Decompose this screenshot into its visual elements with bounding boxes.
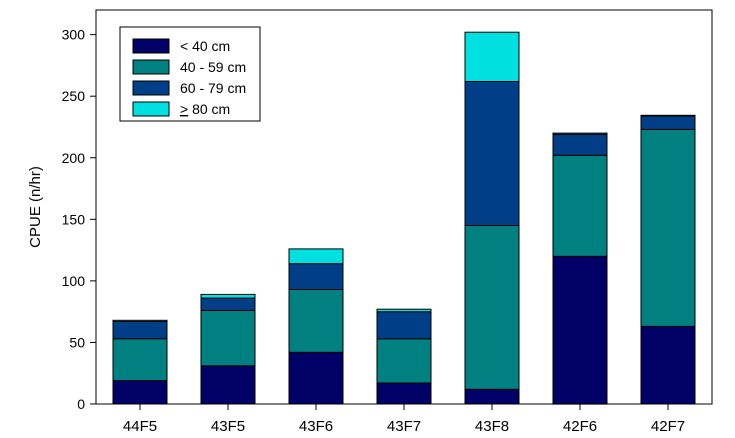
legend-entry-text: 80 cm [188,101,230,117]
bar-segment-42F7-s0 [640,325,696,405]
legend-entry-symbol: > [180,101,188,117]
bar-segment-43F6-s0 [288,351,344,405]
legend-entry-label: 60 - 79 cm [180,80,246,96]
legend-swatch [132,101,170,117]
x-tick-label: 42F7 [651,418,685,435]
bar-segment-42F7-s3 [640,114,696,117]
bar-segment-43F7-s2 [376,311,432,340]
x-axis: 44F5 43F5 43F6 43F7 43F8 42F6 42F7 [123,404,685,435]
y-tick-label: 50 [69,334,85,350]
bar-segment-42F7-s2 [640,115,696,130]
bar-segment-44F5-s3 [112,319,168,322]
bar-segment-43F6-s3 [288,248,344,265]
bar-segment-42F6-s0 [552,255,608,405]
bar-segment-44F5-s0 [112,380,168,405]
bar-segment-43F7-s0 [376,382,432,405]
bar-segment-43F8-s2 [464,80,520,227]
bar-segment-42F6-s1 [552,154,608,257]
x-tick-label: 43F8 [475,418,509,435]
x-tick-label: 42F6 [563,418,597,435]
bar-segment-43F7-s1 [376,338,432,384]
bar-segment-44F5-s2 [112,321,168,340]
bar-segment-42F7-s1 [640,128,696,327]
legend-entry-label: > 80 cm [180,101,230,117]
bar-segment-43F5-s0 [200,365,256,405]
x-tick-label: 44F5 [123,418,157,435]
bar-segment-43F5-s1 [200,309,256,367]
bar-segment-43F8-s0 [464,388,520,405]
x-tick-label: 43F7 [387,418,421,435]
x-tick-label: 43F5 [211,418,245,435]
y-tick-label: 0 [77,396,85,412]
y-tick-label: 300 [62,27,86,43]
bar-segment-43F6-s2 [288,263,344,291]
y-tick-label: 150 [62,211,86,227]
y-tick-label: 100 [62,273,86,289]
x-tick-label: 43F6 [299,418,333,435]
legend-swatch [132,38,170,54]
y-axis-label: CPUE (n/hr) [27,166,44,248]
legend-swatch [132,59,170,75]
bar-segment-42F6-s3 [552,132,608,135]
bar-segment-43F5-s2 [200,297,256,311]
bar-segment-44F5-s1 [112,338,168,382]
bars-group [112,31,696,405]
legend-entry-label: < 40 cm [180,38,230,54]
y-tick-label: 250 [62,88,86,104]
bar-segment-43F6-s1 [288,289,344,353]
bar-segment-42F6-s2 [552,133,608,156]
legend: < 40 cm 40 - 59 cm 60 - 79 cm > 80 cm [119,26,261,122]
bar-segment-43F7-s3 [376,308,432,313]
bar-segment-43F8-s1 [464,225,520,390]
legend-swatch [132,80,170,96]
bar-segment-43F5-s3 [200,293,256,299]
bar-segment-43F8-s3 [464,31,520,82]
legend-entry-label: 40 - 59 cm [180,59,246,75]
y-tick-label: 200 [62,150,86,166]
y-axis: 0 50 100 150 200 250 300 [62,27,96,412]
